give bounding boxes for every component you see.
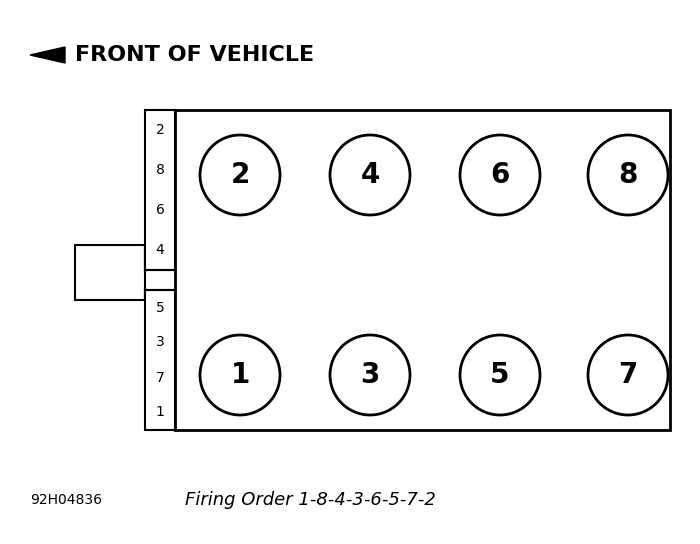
Circle shape bbox=[330, 335, 410, 415]
Text: 6: 6 bbox=[490, 161, 510, 189]
Text: 1: 1 bbox=[155, 405, 164, 419]
Circle shape bbox=[200, 135, 280, 215]
Text: 3: 3 bbox=[360, 361, 379, 389]
Text: 7: 7 bbox=[618, 361, 638, 389]
Text: 5: 5 bbox=[490, 361, 510, 389]
Circle shape bbox=[588, 335, 668, 415]
Bar bbox=[75, 245, 145, 300]
Text: 7: 7 bbox=[155, 370, 164, 385]
Text: 3: 3 bbox=[155, 336, 164, 349]
Text: 92H04836: 92H04836 bbox=[30, 493, 102, 507]
Circle shape bbox=[330, 135, 410, 215]
Bar bbox=[145, 290, 175, 430]
Circle shape bbox=[200, 335, 280, 415]
Circle shape bbox=[588, 135, 668, 215]
Text: 2: 2 bbox=[230, 161, 250, 189]
Text: 6: 6 bbox=[155, 203, 164, 217]
Text: FRONT OF VEHICLE: FRONT OF VEHICLE bbox=[75, 45, 314, 65]
Circle shape bbox=[460, 335, 540, 415]
Bar bbox=[175, 110, 670, 430]
Text: 8: 8 bbox=[618, 161, 638, 189]
Circle shape bbox=[460, 135, 540, 215]
Text: Firing Order 1-8-4-3-6-5-7-2: Firing Order 1-8-4-3-6-5-7-2 bbox=[185, 491, 436, 509]
Text: 2: 2 bbox=[155, 123, 164, 137]
Polygon shape bbox=[30, 47, 65, 63]
Text: 4: 4 bbox=[155, 243, 164, 257]
Bar bbox=[145, 110, 175, 270]
Text: 8: 8 bbox=[155, 163, 164, 177]
Text: 4: 4 bbox=[360, 161, 379, 189]
Text: 5: 5 bbox=[155, 300, 164, 314]
Text: 1: 1 bbox=[230, 361, 250, 389]
